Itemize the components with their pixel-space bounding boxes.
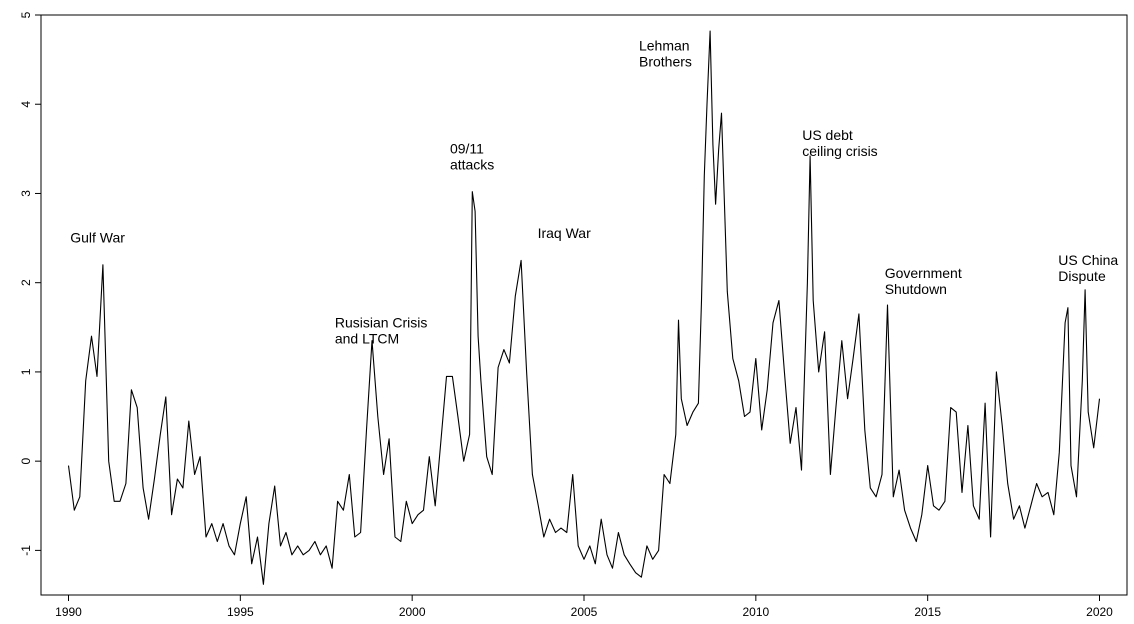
y-tick-label: 2 (19, 279, 33, 286)
event-annotation: Iraq War (538, 225, 591, 241)
annotation-line: Rusisian Crisis (335, 314, 428, 330)
annotation-line: attacks (450, 156, 494, 172)
annotation-line: and LTCM (335, 330, 399, 346)
annotation-line: 09/11 (450, 140, 484, 156)
series-group (67, 30, 1101, 585)
annotation-line: US China (1058, 252, 1118, 268)
x-tick-label: 2010 (742, 605, 769, 619)
event-annotation: Gulf War (70, 230, 125, 246)
event-annotation: Lehman Brothers (639, 38, 692, 70)
y-tick-label: 3 (19, 190, 33, 197)
x-tick-label: 2015 (914, 605, 941, 619)
annotation-line: ceiling crisis (802, 143, 877, 159)
annotation-line: Iraq War (538, 225, 591, 241)
event-annotation: Rusisian Crisis and LTCM (335, 314, 428, 346)
x-tick-label: 1995 (227, 605, 254, 619)
annotation-line: Lehman (639, 38, 690, 54)
y-tick-label: 5 (19, 11, 33, 18)
annotation-line: Gulf War (70, 230, 125, 246)
annotation-line: US debt (802, 127, 853, 143)
x-tick-label: 1990 (55, 605, 82, 619)
event-annotation: US China Dispute (1058, 252, 1118, 284)
event-annotation: Government Shutdown (885, 265, 962, 297)
axis-ticks: 1990 1995 2000 2005 2010 2015 2020 -1 0 1 2 3 4 5 (19, 11, 1113, 619)
annotation-line: Shutdown (885, 281, 947, 297)
event-annotation: 09/11 attacks (450, 140, 494, 172)
y-tick-label: -1 (19, 545, 33, 556)
annotation-line: Government (885, 265, 962, 281)
y-tick-label: 1 (19, 368, 33, 375)
annotations-group: Gulf War Rusisian Crisis and LTCM 09/11 atta… (70, 38, 1118, 347)
y-tick-label: 0 (19, 457, 33, 464)
event-annotation: US debt ceiling crisis (802, 127, 877, 159)
annotation-line: Brothers (639, 54, 692, 70)
x-tick-label: 2005 (571, 605, 598, 619)
annotation-line: Dispute (1058, 268, 1106, 284)
x-tick-label: 2000 (399, 605, 426, 619)
series-line (67, 30, 1101, 585)
x-tick-label: 2020 (1086, 605, 1113, 619)
y-tick-label: 4 (19, 101, 33, 108)
